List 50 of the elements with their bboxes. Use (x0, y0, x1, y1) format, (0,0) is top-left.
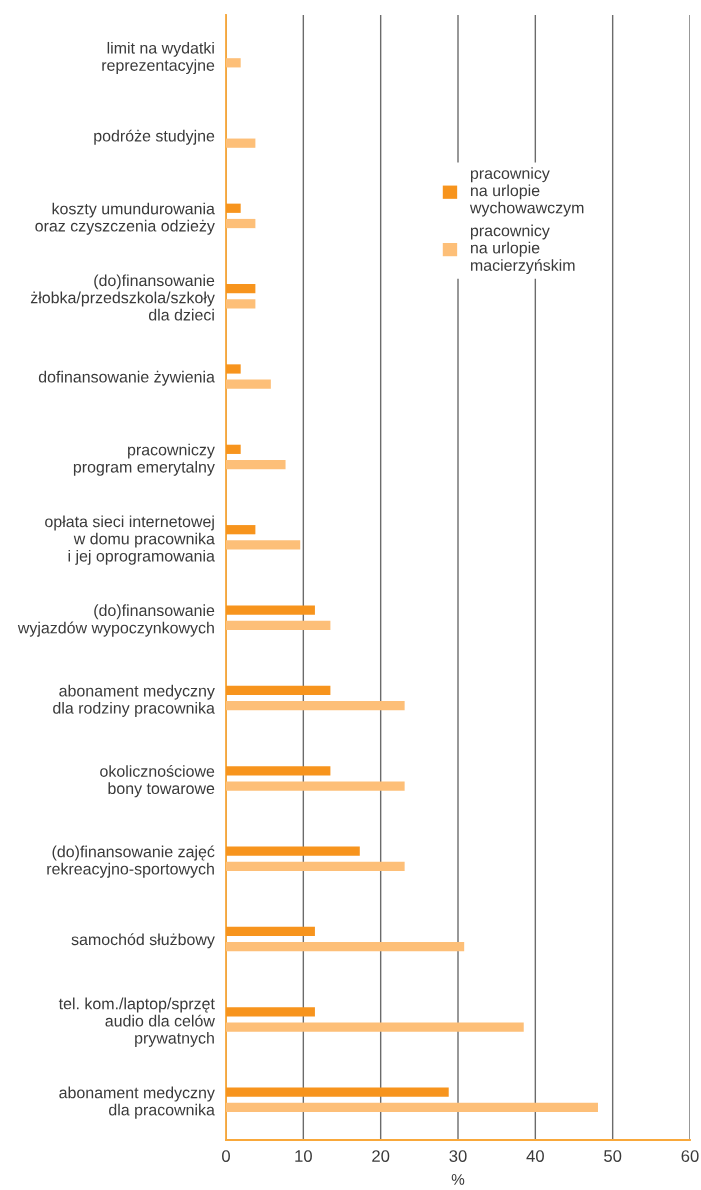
y-tick-label: (do)finansowanie żłobka/przedszkola/szkoły dla dzieci (30, 274, 215, 321)
bar (226, 1022, 524, 1032)
bar (226, 620, 331, 630)
bar (226, 766, 331, 776)
bar (226, 1087, 449, 1097)
bar (226, 861, 405, 871)
y-tick-label: okolicznościowe bony towarowe (100, 764, 215, 798)
y-tick-label: samochód służbowy (71, 933, 215, 949)
bar (226, 701, 405, 711)
x-tick-label: 30 (449, 1150, 467, 1162)
bar (226, 1102, 598, 1113)
y-tick-label: limit na wydatki reprezentacyjne (102, 41, 215, 75)
bar (226, 942, 465, 952)
x-axis-title: % (451, 1174, 465, 1185)
legend-label: pracownicy na urlopie wychowawczym (469, 167, 584, 217)
bar (226, 459, 286, 470)
y-tick-label: abonament medyczny dla pracownika (59, 1086, 215, 1119)
bar (226, 846, 360, 856)
legend-label: pracownicy na urlopie macierzyńskim (470, 224, 575, 275)
bar (226, 444, 241, 454)
y-tick-label: tel. kom./laptop/sprzęt audio dla celów prywatnych (58, 997, 215, 1047)
x-tick-label: 60 (681, 1150, 699, 1162)
bar (226, 58, 241, 68)
bar (226, 1007, 315, 1017)
bar (226, 605, 315, 615)
bar (226, 218, 256, 229)
y-tick-label: koszty umundurowania oraz czyszczenia odzieży (35, 202, 215, 235)
y-tick-label: abonament medyczny dla rodziny pracownika (53, 684, 215, 717)
x-tick-label: 0 (222, 1150, 230, 1162)
y-tick-label: dofinansowanie żywienia (38, 370, 215, 386)
bar (226, 926, 315, 937)
x-tick-label: 10 (295, 1150, 312, 1162)
y-tick-label: opłata sieci internetowej w domu pracownika i jej oprogramowania (45, 515, 215, 565)
x-tick-label: 50 (604, 1150, 622, 1162)
bar (226, 203, 241, 213)
y-tick-label: (do)finansowanie wyjazdów wypoczynkowych (17, 604, 215, 637)
bar (226, 525, 256, 535)
bar (226, 299, 256, 309)
bar (226, 685, 331, 696)
bar (226, 540, 301, 550)
bar (226, 781, 405, 791)
y-tick-label: (do)finansowanie zajęć rekreacyjno-sportowych (47, 845, 215, 878)
bar (226, 138, 256, 148)
x-tick-label: 40 (526, 1150, 544, 1162)
y-tick-label: pracowniczy program emerytalny (73, 443, 215, 476)
x-tick-label: 20 (372, 1150, 390, 1162)
bar (226, 284, 256, 294)
y-tick-label: podróże studyjne (94, 129, 215, 145)
bar (226, 379, 271, 389)
bar (226, 364, 241, 374)
